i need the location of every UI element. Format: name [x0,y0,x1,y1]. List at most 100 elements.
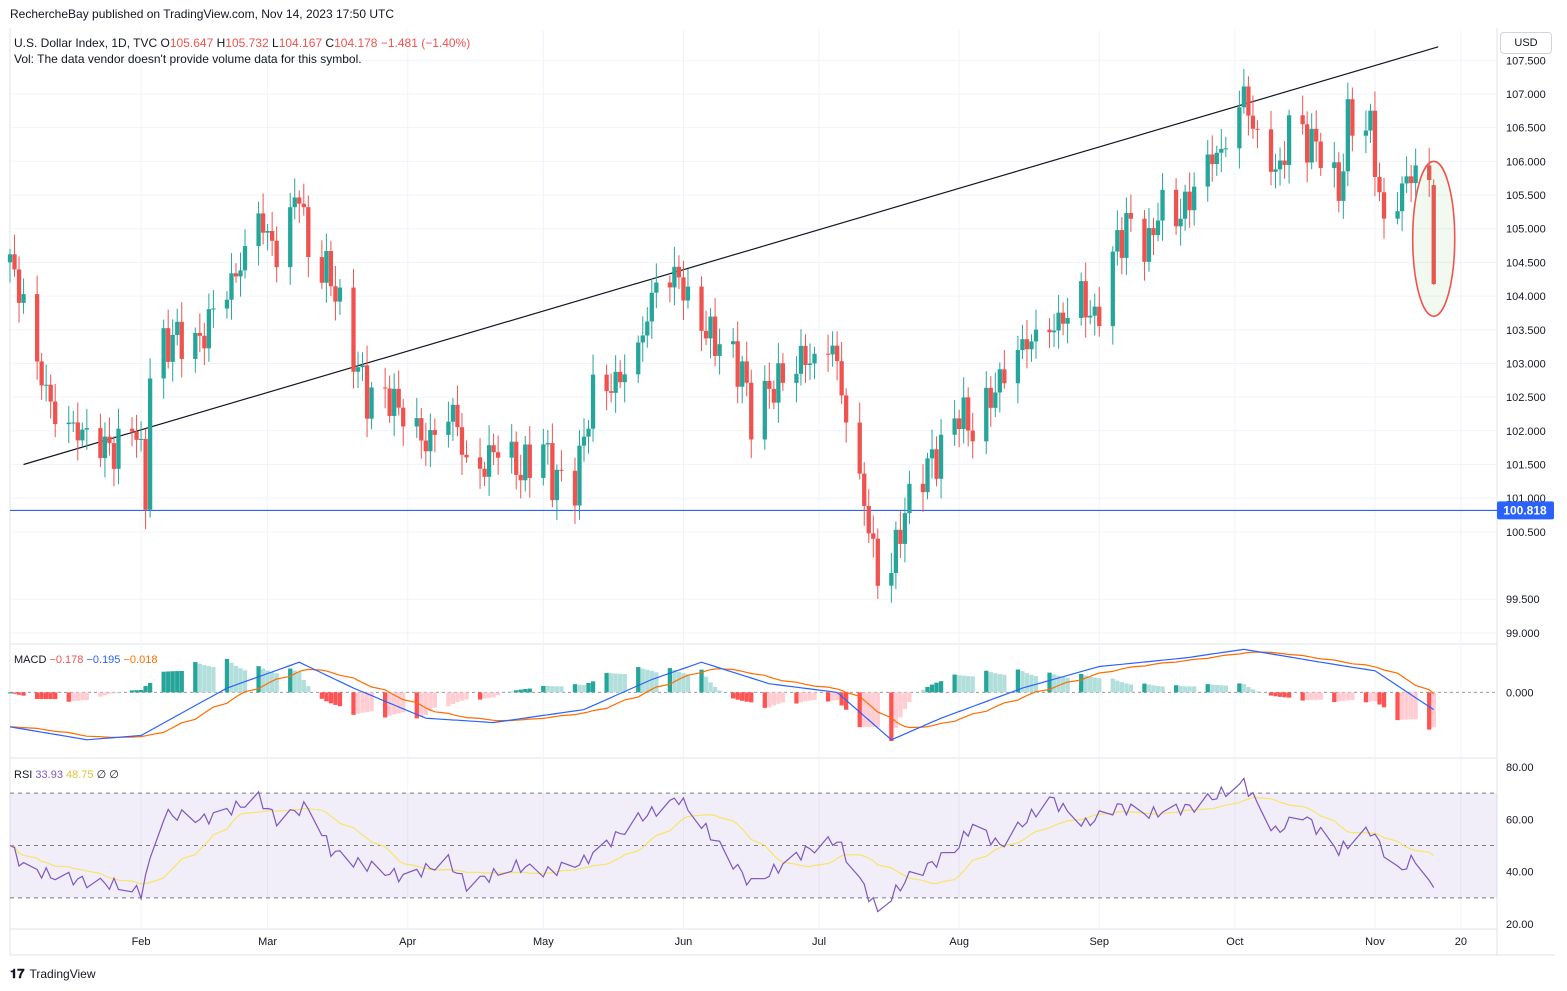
macd-histogram-bar [414,692,419,719]
candle-body [889,573,894,586]
price-tick-label: 99.000 [1506,628,1540,640]
macd-histogram-bar [934,682,939,693]
macd-histogram-bar [997,674,1002,693]
macd-histogram-bar [1223,685,1228,693]
candle-body [1273,169,1278,172]
candle-body [1079,281,1084,319]
macd-histogram-bar [1395,692,1400,721]
candle-body [459,427,465,455]
candle-body [477,457,483,469]
rsi-ma-value: 48.75 [66,769,94,781]
macd-histogram-bar [382,692,388,718]
candle-body [306,207,311,258]
candle-body [1318,141,1323,169]
macd-histogram-bar [53,692,58,700]
rsi-extra-2: ∅ [109,769,119,781]
macd-histogram-bar [527,688,532,693]
candle-body [1246,86,1251,116]
tradingview-logo[interactable]: 𝟏𝟕 TradingView [10,966,96,982]
macd-histogram-bar [1314,692,1319,700]
macd-histogram-bar [401,692,406,713]
price-tick-label: 104.500 [1506,257,1546,269]
candle-body [1241,86,1247,108]
candle-body [925,458,930,493]
candle-body [175,321,180,335]
macd-histogram-bar [355,692,361,714]
candle-body [138,438,144,440]
macd-histogram-bar [1332,692,1337,703]
macd-histogram-bar [1182,686,1188,693]
macd-histogram-bar [875,692,880,728]
candle-body [129,428,135,432]
rsi-tick-label: 20.00 [1506,919,1534,931]
candle-body [577,445,582,506]
macd-histogram-bar [351,692,356,715]
macd-histogram-bar [1381,692,1387,708]
candle-body [893,529,899,574]
candle-body [75,422,80,441]
macd-histogram-bar [129,690,135,693]
candle-body [392,388,397,416]
macd-histogram-bar [577,684,582,693]
macd-histogram-bar [328,692,334,704]
time-tick-label: Feb [132,936,151,948]
macd-histogram-bar [71,692,76,702]
macd-histogram-bar [238,668,243,693]
macd-histogram-bar [1427,692,1432,730]
macd-histogram-bar [798,692,804,703]
candle-body [1223,148,1228,150]
candle-body [857,422,862,474]
macd-histogram-bar [392,692,397,715]
candle-body [667,282,673,288]
candle-body [902,513,908,544]
candle-body [401,407,406,427]
candle-body [740,361,745,387]
macd-histogram-bar [396,692,401,714]
candle-body [735,341,740,387]
price-tick-label: 100.500 [1506,527,1546,539]
open-label: O [160,36,170,50]
macd-histogram-bar [925,686,930,693]
support-line-price-label: 100.818 [1503,503,1547,517]
macd-histogram-bar [572,684,578,693]
macd-histogram-bar [929,684,935,693]
candle-body [1173,189,1179,227]
macd-histogram-bar [428,692,433,711]
candle-body [1192,186,1197,211]
candle-body [798,345,804,374]
candle-body [1268,129,1274,172]
macd-histogram-bar [1408,692,1414,720]
macd-histogram-bar [1255,691,1260,693]
macd-histogram-bar [265,670,270,693]
candle-body [233,273,239,277]
candle-body [1002,369,1007,384]
macd-histogram-bar [613,673,618,693]
candle-body [256,213,261,247]
macd-histogram-bar [143,686,148,693]
macd-histogram-bar [1151,685,1156,693]
time-tick-label: 20 [1455,936,1467,948]
candle-body [871,533,876,539]
candle-body [1051,330,1057,333]
currency-button[interactable]: USD [1500,32,1552,54]
candle-body [495,452,501,458]
candle-body [111,443,117,469]
macd-histogram-bar [1377,692,1382,705]
candle-body [699,286,704,331]
candle-body [1047,329,1052,333]
macd-histogram-bar [486,692,492,698]
macd-histogram-bar [1300,692,1305,701]
macd-histogram-bar [477,692,483,700]
time-tick-label: Nov [1365,936,1385,948]
candle-body [1413,165,1418,184]
candle-body [1300,115,1305,125]
macd-histogram-bar [1277,692,1283,697]
low-label: L [272,36,279,50]
candle-body [636,342,641,375]
candle-body [812,353,817,364]
macd-histogram-bar [21,692,26,696]
candle-body [509,441,514,458]
macd-histogram-bar [12,692,17,694]
change-value: −1.481 (−1.40%) [380,36,471,50]
